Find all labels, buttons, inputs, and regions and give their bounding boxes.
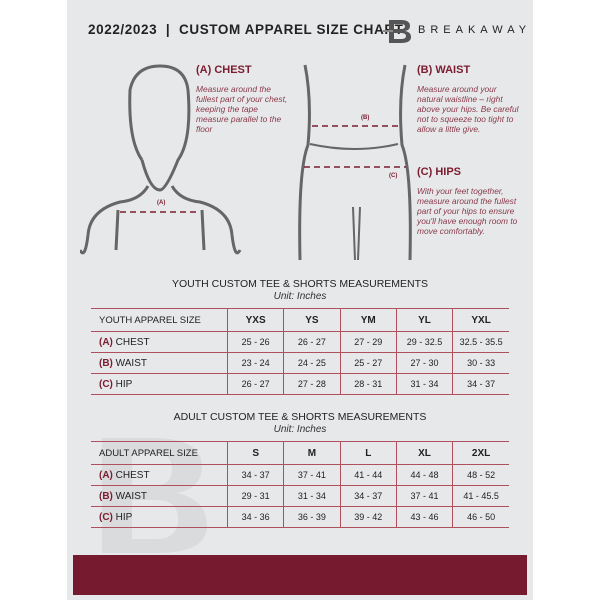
chest-marker: (A) [157,200,166,206]
row-label: (A) CHEST [91,331,228,353]
header-label: YOUTH APPAREL SIZE [91,308,228,332]
cell: 26 - 27 [226,373,284,395]
size-header: YM [339,308,397,332]
youth-size-table: YOUTH APPAREL SIZE YXS YS YM YL YXL (A) CHES… [91,308,509,395]
footer-bar [73,555,527,595]
torso-figure [80,64,242,255]
table-row: (A) CHEST 34 - 37 37 - 41 41 - 44 44 - 48 48 … [91,464,509,486]
hips-heading: (C) HIPS [417,166,461,178]
cell: 41 - 45.5 [452,485,509,507]
brand-name: BREAKAWAY [418,24,532,36]
youth-unit: Unit: Inches [273,291,327,302]
waist-marker: (B) [361,115,370,121]
adult-size-table: ADULT APPAREL SIZE S M L XL 2XL (A) CHEST 34 … [91,441,509,528]
row-label: (A) CHEST [91,464,228,486]
cell: 25 - 27 [339,352,397,374]
body-figures [80,64,412,260]
cell: 27 - 28 [283,373,341,395]
table-row: (C) HIP 34 - 36 36 - 39 39 - 42 43 - 46 46 - … [91,506,509,528]
size-header: 2XL [452,441,509,465]
cell: 34 - 36 [226,506,284,528]
header-label: ADULT APPAREL SIZE [91,441,228,465]
cell: 43 - 46 [395,506,453,528]
waist-instructions: Measure around your natural waistline – … [417,84,519,134]
row-label: (C) HIP [91,506,228,528]
chest-instructions: Measure around the fullest part of your … [196,84,288,134]
cell: 31 - 34 [395,373,453,395]
cell: 34 - 37 [226,464,284,486]
size-header: YS [283,308,341,332]
cell: 26 - 27 [283,331,341,353]
breakaway-logo-icon [383,20,411,43]
size-header: YXL [452,308,509,332]
cell: 37 - 41 [395,485,453,507]
cell: 34 - 37 [452,373,509,395]
row-label: (B) WAIST [91,485,228,507]
size-header: YL [395,308,453,332]
cell: 29 - 32.5 [395,331,453,353]
cell: 34 - 37 [339,485,397,507]
row-label: (C) HIP [91,373,228,395]
hips-figure [298,64,412,260]
cell: 44 - 48 [395,464,453,486]
cell: 37 - 41 [283,464,341,486]
cell: 46 - 50 [452,506,509,528]
cell: 27 - 29 [339,331,397,353]
cell: 48 - 52 [452,464,509,486]
size-header: YXS [226,308,284,332]
table-row: (B) WAIST 29 - 31 31 - 34 34 - 37 37 - 41 41 … [91,485,509,507]
cell: 28 - 31 [339,373,397,395]
youth-title: YOUTH CUSTOM TEE & SHORTS MEASUREMENTS [171,278,429,290]
adult-unit: Unit: Inches [273,424,327,435]
size-header: L [339,441,397,465]
cell: 31 - 34 [283,485,341,507]
hip-marker: (C) [389,173,398,179]
table-header-row: ADULT APPAREL SIZE S M L XL 2XL [91,441,509,465]
cell: 32.5 - 35.5 [452,331,509,353]
size-header: M [283,441,341,465]
cell: 30 - 33 [452,352,509,374]
hips-instructions: With your feet together, measure around … [417,186,518,236]
cell: 27 - 30 [395,352,453,374]
cell: 29 - 31 [226,485,284,507]
chest-heading: (A) CHEST [196,64,252,76]
cell: 39 - 42 [339,506,397,528]
adult-title: ADULT CUSTOM TEE & SHORTS MEASUREMENTS [173,411,427,423]
cell: 36 - 39 [283,506,341,528]
table-row: (A) CHEST 25 - 26 26 - 27 27 - 29 29 - 32.5 3… [91,331,509,353]
waist-heading: (B) WAIST [417,64,471,76]
cell: 23 - 24 [226,352,284,374]
cell: 41 - 44 [339,464,397,486]
cell: 24 - 25 [283,352,341,374]
cell: 25 - 26 [226,331,284,353]
table-header-row: YOUTH APPAREL SIZE YXS YS YM YL YXL [91,308,509,332]
size-header: S [226,441,284,465]
size-header: XL [395,441,453,465]
page-title: 2022/2023 | CUSTOM APPAREL SIZE CHART [88,22,404,37]
table-row: (B) WAIST 23 - 24 24 - 25 25 - 27 27 - 30 30 … [91,352,509,374]
row-label: (B) WAIST [91,352,228,374]
table-row: (C) HIP 26 - 27 27 - 28 28 - 31 31 - 34 34 - … [91,373,509,395]
